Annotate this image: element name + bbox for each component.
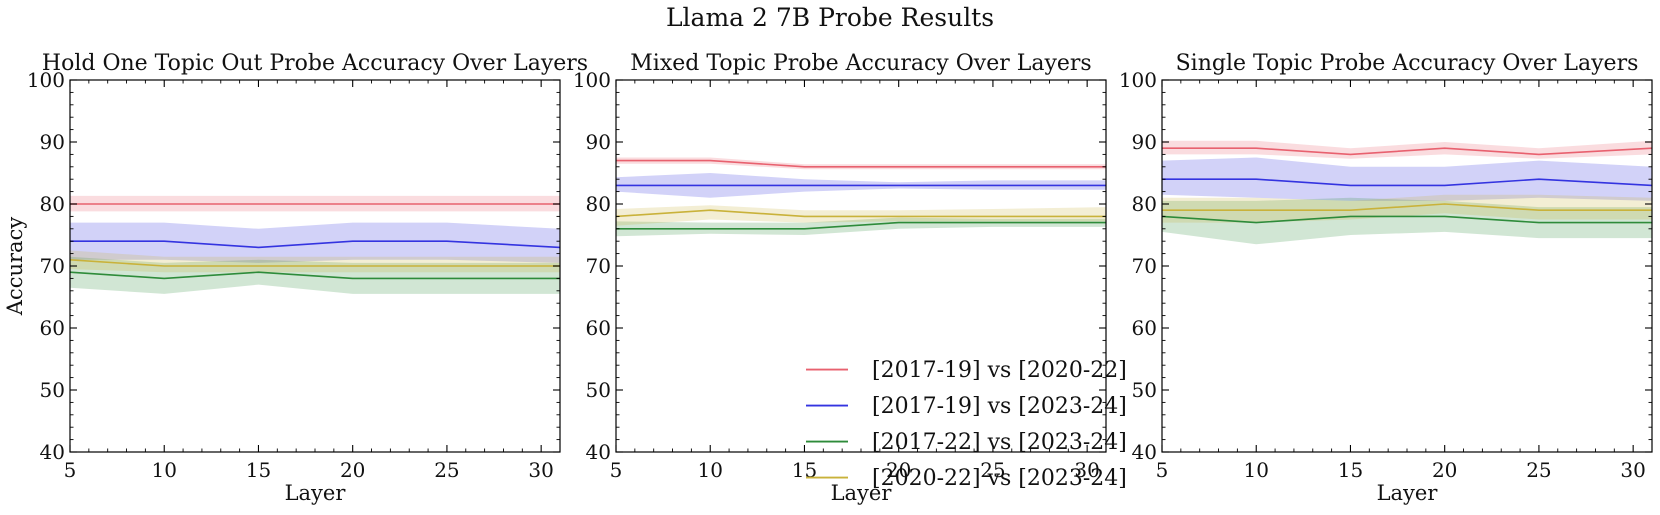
- x-tick-label: 10: [1244, 458, 1269, 482]
- series-line-3: [616, 221, 1106, 230]
- x-tick-label: 25: [434, 458, 459, 482]
- chart-panel-3: 5 10 15 20 25 30 40 50 60 70 80 90 100 Single Topic P…: [1119, 51, 1653, 505]
- series-line-4: [1162, 203, 1652, 211]
- y-tick-label: 70: [586, 254, 611, 278]
- series-line-3: [1161, 215, 1652, 224]
- confidence-band-4: [616, 205, 1106, 226]
- figure-title: Llama 2 7B Probe Results: [666, 3, 994, 32]
- series-line-3: [69, 271, 560, 280]
- x-tick-label: 25: [980, 458, 1005, 482]
- x-tick-label: 5: [1156, 458, 1169, 482]
- panel-title: Mixed Topic Probe Accuracy Over Layers: [630, 51, 1091, 76]
- x-tick-label: 5: [610, 458, 623, 482]
- x-tick-label: 30: [1620, 458, 1645, 482]
- confidence-band-2: [1162, 157, 1652, 201]
- y-tick-label: 60: [586, 316, 611, 340]
- y-tick-label: 50: [40, 378, 65, 402]
- y-tick-label: 100: [1119, 68, 1157, 92]
- y-tick-label: 100: [573, 68, 611, 92]
- legend: [2017-19] vs [2020-22] [2017-19] vs [2023…: [806, 358, 1127, 491]
- y-tick-label: 90: [40, 130, 65, 154]
- x-tick-label: 10: [152, 458, 177, 482]
- y-tick-label: 60: [1132, 316, 1157, 340]
- y-tick-label: 50: [586, 378, 611, 402]
- x-tick-label: 20: [1432, 458, 1457, 482]
- series-line-4: [69, 259, 560, 267]
- y-tick-label: 100: [27, 68, 65, 92]
- legend-label-2: [2017-19] vs [2023-24]: [872, 394, 1127, 419]
- x-tick-label: 10: [698, 458, 723, 482]
- y-tick-label: 40: [40, 440, 65, 464]
- plot-frame: [1161, 79, 1653, 453]
- y-tick-label: 50: [1132, 378, 1157, 402]
- x-axis-label: Layer: [831, 481, 893, 505]
- x-tick-label: 20: [886, 458, 911, 482]
- y-tick-label: 90: [586, 130, 611, 154]
- x-tick-label: 15: [246, 458, 271, 482]
- x-tick-label: 20: [340, 458, 365, 482]
- x-axis-label: Layer: [285, 481, 347, 505]
- y-tick-label: 70: [1132, 254, 1157, 278]
- x-tick-label: 30: [528, 458, 553, 482]
- panel-title: Hold One Topic Out Probe Accuracy Over L…: [42, 51, 588, 76]
- legend-label-4: [2020-22] vs [2023-24]: [872, 466, 1127, 491]
- confidence-band-1: [1162, 140, 1652, 159]
- x-axis-label: Layer: [1377, 481, 1439, 505]
- y-tick-label: 80: [40, 192, 65, 216]
- legend-label-3: [2017-22] vs [2023-24]: [872, 430, 1127, 455]
- x-tick-label: 5: [64, 458, 77, 482]
- confidence-band-4: [1162, 194, 1652, 223]
- y-tick-label: 60: [40, 316, 65, 340]
- y-axis-label: Accuracy: [3, 217, 27, 317]
- y-tick-label: 40: [586, 440, 611, 464]
- y-tick-label: 70: [40, 254, 65, 278]
- y-tick-label: 90: [1132, 130, 1157, 154]
- confidence-band-2: [70, 222, 560, 263]
- series-line-1: [1162, 147, 1653, 156]
- x-tick-label: 25: [1526, 458, 1551, 482]
- panel-title: Single Topic Probe Accuracy Over Layers: [1176, 51, 1639, 76]
- legend-label-1: [2017-19] vs [2020-22]: [872, 358, 1127, 383]
- x-tick-label: 30: [1074, 458, 1099, 482]
- x-tick-label: 15: [1338, 458, 1363, 482]
- series-line-1: [616, 159, 1106, 168]
- y-tick-label: 40: [1132, 440, 1157, 464]
- series-line-4: [615, 209, 1106, 218]
- y-tick-label: 80: [1132, 192, 1157, 216]
- series-line-2: [70, 240, 561, 249]
- series-line-2: [1162, 178, 1653, 187]
- y-tick-label: 80: [586, 192, 611, 216]
